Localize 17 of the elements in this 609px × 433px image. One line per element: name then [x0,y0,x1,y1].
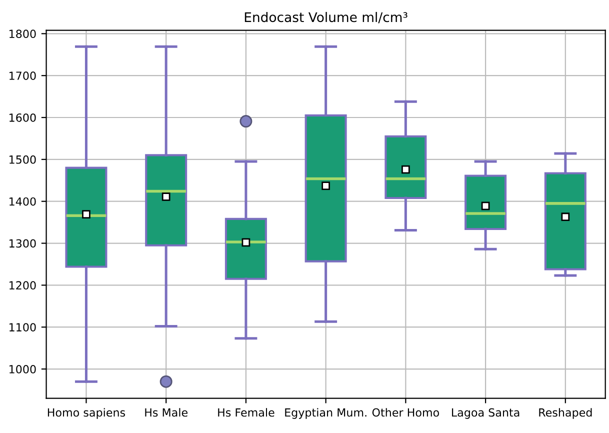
y-tick-label: 1200 [10,281,36,290]
y-tick-label: 1500 [10,155,36,164]
x-tick-label: Egyptian Mum. [285,408,366,419]
x-tick-label: Lagoa Santa [452,408,520,419]
y-tick-label: 1300 [10,239,36,248]
y-tick-label: 1600 [10,113,36,122]
x-tick-label: Hs Female [218,408,274,417]
y-tick-label: 1000 [10,364,36,374]
y-tick-label: 1800 [10,30,36,38]
x-tick-label: Homo sapiens [48,408,126,419]
chart-title: Endocast Volume ml/cm³ [244,12,408,24]
x-tick-label: Reshaped [539,408,592,419]
y-tick-label: 1100 [10,323,36,332]
y-tick-label: 1700 [10,72,36,80]
y-tick-label: 1400 [10,197,36,206]
x-tick-label: Other Homo [372,408,439,417]
x-tick-label: Hs Male [145,408,188,417]
